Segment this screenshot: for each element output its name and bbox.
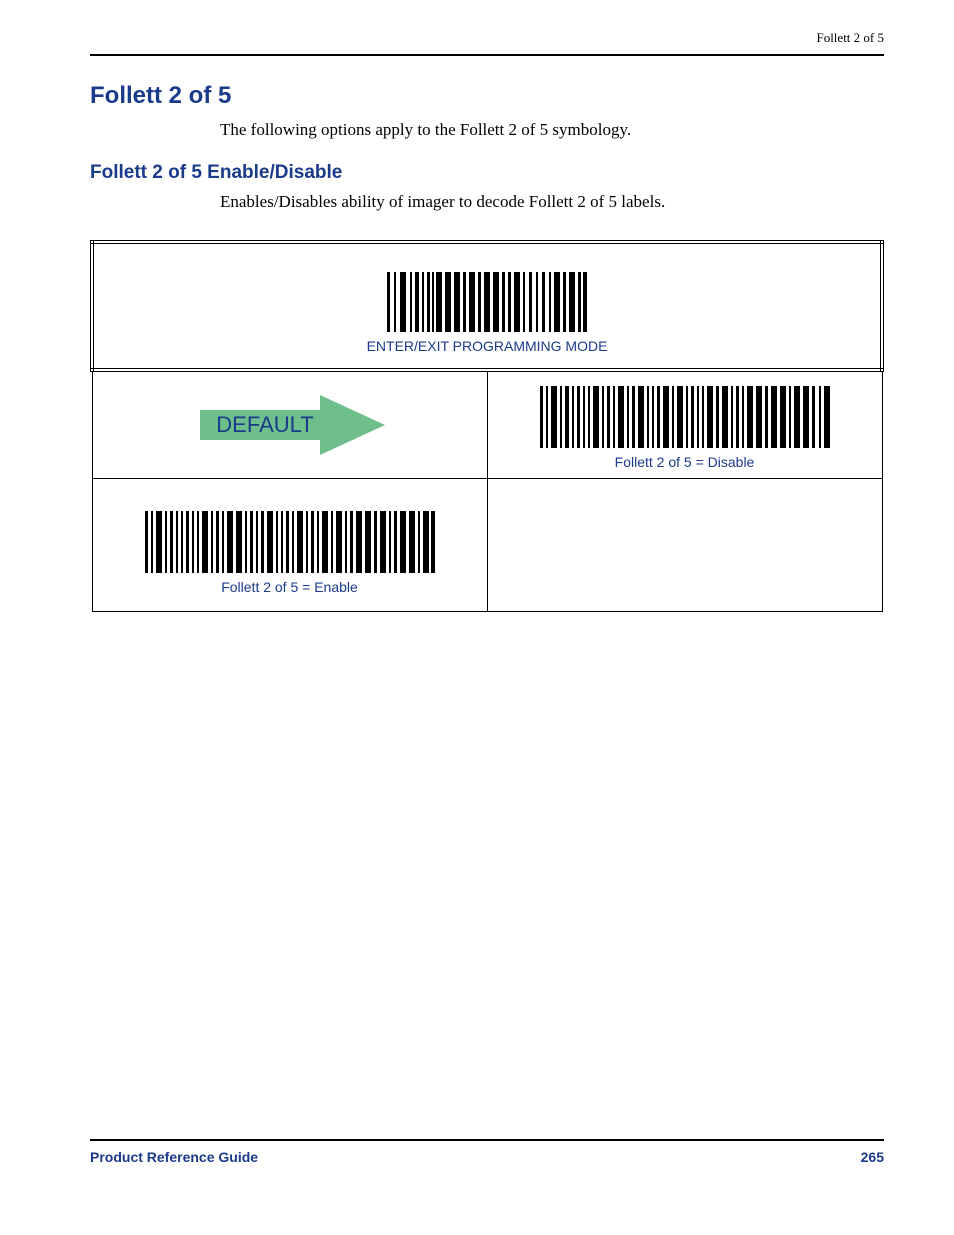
barcode-enable: Follett 2 of 5 = Enable <box>93 497 487 603</box>
header-rule <box>90 54 884 56</box>
footer-left: Product Reference Guide <box>90 1149 258 1165</box>
running-header-text: Follett 2 of 5 <box>90 30 884 46</box>
page-title: Follett 2 of 5 <box>90 82 884 110</box>
enable-cell: Follett 2 of 5 = Enable <box>92 479 487 612</box>
default-arrow-icon: DEFAULT <box>190 390 390 460</box>
footer-page-number: 265 <box>861 1149 884 1165</box>
config-grid: ENTER/EXIT PROGRAMMING MODE DEFAULT <box>90 240 884 612</box>
page-footer: Product Reference Guide 265 <box>90 1139 884 1165</box>
section-heading: Follett 2 of 5 Enable/Disable <box>90 162 884 184</box>
default-arrow-cell: DEFAULT <box>92 370 487 479</box>
default-arrow-label: DEFAULT <box>216 412 313 437</box>
intro-text: The following options apply to the Folle… <box>220 120 884 140</box>
barcode-icon <box>145 511 435 581</box>
disable-cell: Follett 2 of 5 = Disable <box>487 370 882 479</box>
barcode-enter-exit-label: ENTER/EXIT PROGRAMMING MODE <box>94 338 880 354</box>
empty-cell <box>487 479 882 612</box>
barcode-icon <box>387 272 587 340</box>
barcode-disable: Follett 2 of 5 = Disable <box>488 372 882 478</box>
enter-exit-cell: ENTER/EXIT PROGRAMMING MODE <box>92 242 882 370</box>
barcode-disable-label: Follett 2 of 5 = Disable <box>488 454 882 470</box>
section-body: Enables/Disables ability of imager to de… <box>220 192 884 212</box>
barcode-enter-exit: ENTER/EXIT PROGRAMMING MODE <box>94 258 880 362</box>
barcode-icon <box>540 386 830 456</box>
footer-rule <box>90 1139 884 1141</box>
barcode-enable-label: Follett 2 of 5 = Enable <box>93 579 487 595</box>
